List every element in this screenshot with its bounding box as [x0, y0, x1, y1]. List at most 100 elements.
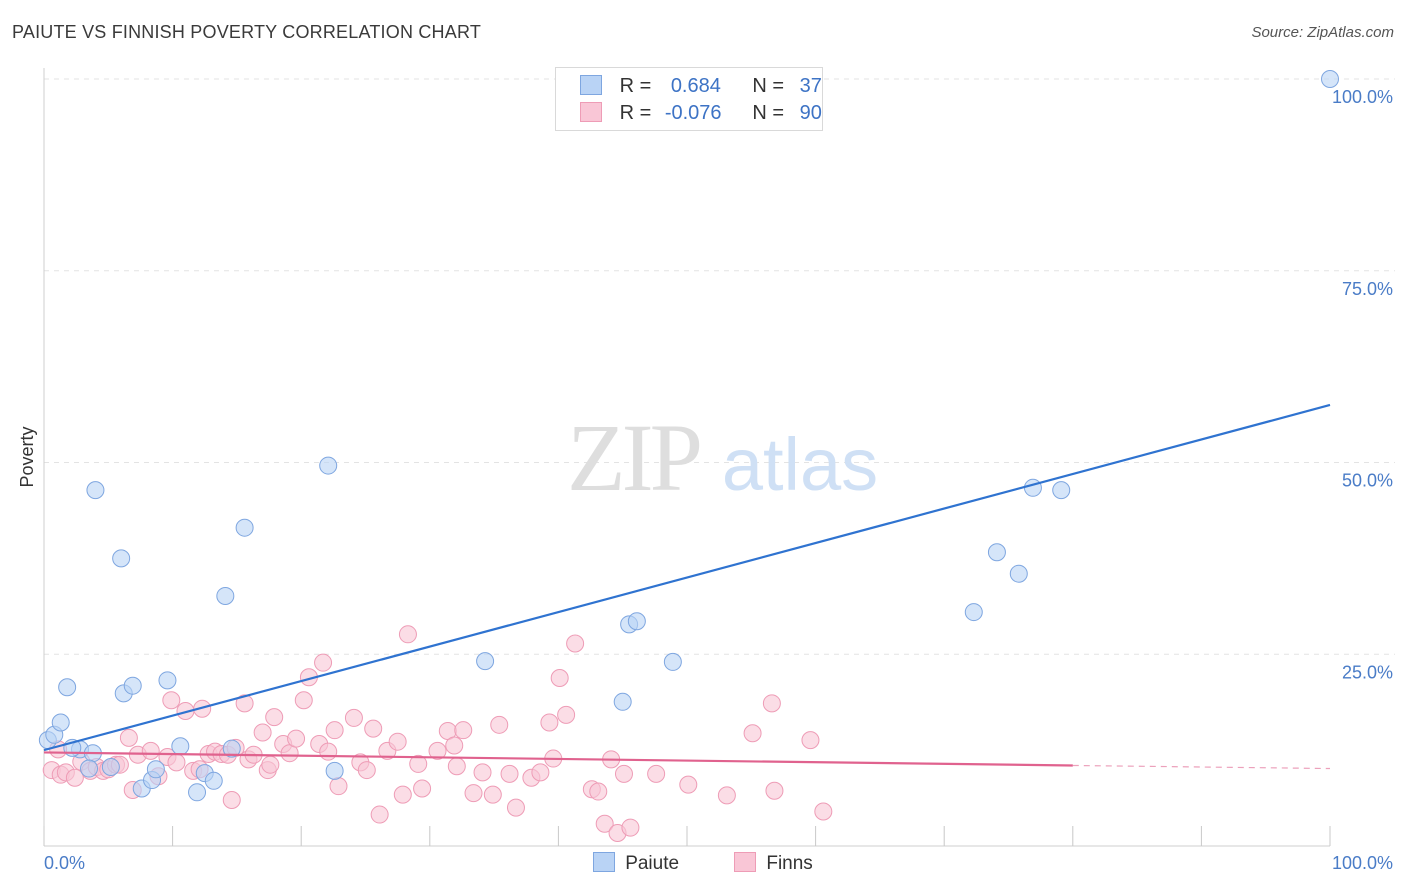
paiute-point — [101, 757, 120, 776]
paiute-point — [613, 692, 632, 711]
finns-point — [319, 742, 338, 761]
paiute-point — [627, 612, 646, 631]
y-tick-label: 50.0% — [1342, 471, 1393, 491]
paiute-point — [204, 771, 223, 790]
finns-trend-extension — [1072, 764, 1331, 770]
finns-point — [814, 802, 833, 821]
finns-point — [388, 732, 407, 751]
finns-point — [357, 761, 376, 780]
finns-point — [557, 705, 576, 724]
finns-point — [141, 741, 160, 760]
paiute-point — [1321, 70, 1339, 88]
paiute-point — [235, 518, 254, 537]
paiute-points — [38, 70, 1339, 802]
finns-point — [550, 669, 569, 688]
finns-point — [65, 768, 84, 787]
legend-item-finns[interactable]: Finns — [734, 852, 813, 875]
finns-point — [235, 694, 254, 713]
finns-point — [473, 763, 492, 782]
n-value: 37 — [799, 75, 822, 97]
finns-point — [647, 764, 666, 783]
finns-point — [413, 779, 432, 798]
finns-point — [370, 805, 389, 824]
paiute-point — [51, 713, 70, 732]
finns-point — [393, 785, 412, 804]
finns-point — [679, 775, 698, 794]
watermark: ZIP atlas — [567, 404, 878, 511]
finns-point — [253, 723, 272, 742]
finns-legend-swatch — [734, 852, 757, 872]
paiute-point — [1052, 481, 1071, 500]
finns-point — [595, 814, 614, 833]
y-tick-label: 100.0% — [1332, 87, 1393, 107]
paiute-point — [80, 759, 99, 778]
x-ticks — [43, 826, 1331, 846]
source-credit: Source: ZipAtlas.com — [1251, 24, 1394, 41]
finns-point — [398, 625, 417, 644]
paiute-point — [1023, 478, 1042, 497]
paiute-point — [58, 678, 77, 697]
finns-point — [765, 781, 784, 800]
finns-trend-line — [43, 751, 1073, 767]
paiute-point — [222, 739, 241, 758]
paiute-legend-label: Paiute — [625, 853, 680, 874]
finns-point — [614, 764, 633, 783]
finns-point — [454, 721, 473, 740]
finns-point — [428, 741, 447, 760]
y-tick-labels: 25.0% 50.0% 75.0% 100.0% — [1332, 87, 1393, 682]
paiute-point — [171, 737, 190, 756]
paiute-point — [188, 783, 207, 802]
paiute-point — [123, 676, 142, 695]
paiute-swatch — [580, 75, 602, 95]
finns-point — [344, 708, 363, 727]
finns-point — [464, 784, 483, 803]
legend-row-paiute: R = 0.684 N = 37 — [580, 75, 822, 101]
paiute-point — [112, 549, 131, 568]
finns-point — [314, 653, 333, 672]
paiute-point — [1009, 564, 1028, 583]
correlation-legend: R = 0.684 N = 37 R = -0.076 N = 90 — [555, 67, 823, 131]
legend-item-paiute[interactable]: Paiute — [593, 852, 679, 875]
finns-point — [167, 753, 186, 772]
paiute-point — [325, 761, 344, 780]
finns-swatch — [580, 102, 602, 122]
trend-lines — [43, 403, 1331, 770]
finns-legend-label: Finns — [766, 853, 813, 874]
finns-point — [445, 736, 464, 755]
r-value: 0.684 — [670, 75, 721, 97]
legend-row-finns: R = -0.076 N = 90 — [580, 102, 822, 128]
paiute-point — [86, 481, 105, 500]
y-axis-label: Poverty — [17, 426, 37, 487]
finns-point — [261, 755, 280, 774]
series-legend: Paiute Finns — [0, 852, 1406, 875]
finns-point — [409, 754, 428, 773]
paiute-trend-line — [43, 403, 1331, 752]
finns-point — [162, 691, 181, 710]
finns-point — [566, 634, 585, 653]
x-tick-label-min: 0.0% — [44, 853, 85, 873]
finns-point — [801, 731, 820, 750]
watermark-atlas: atlas — [722, 423, 878, 506]
paiute-point — [319, 456, 338, 475]
finns-point — [621, 818, 640, 837]
finns-point — [506, 798, 525, 817]
finns-point — [589, 782, 608, 801]
finns-point — [119, 728, 138, 747]
n-label: N = — [752, 102, 785, 124]
n-value: 90 — [799, 102, 822, 124]
watermark-zip: ZIP — [567, 404, 700, 511]
paiute-point — [158, 671, 177, 690]
finns-point — [540, 713, 559, 732]
r-label: R = — [619, 102, 652, 124]
chart-title: PAIUTE VS FINNISH POVERTY CORRELATION CH… — [12, 22, 482, 42]
finns-point — [265, 708, 284, 727]
r-value: -0.076 — [664, 102, 722, 124]
paiute-point — [216, 586, 235, 605]
r-label: R = — [619, 75, 652, 97]
finns-point — [762, 694, 781, 713]
finns-point — [329, 777, 348, 796]
paiute-point — [663, 652, 682, 671]
finns-point — [364, 719, 383, 738]
y-tick-label: 25.0% — [1342, 662, 1393, 682]
